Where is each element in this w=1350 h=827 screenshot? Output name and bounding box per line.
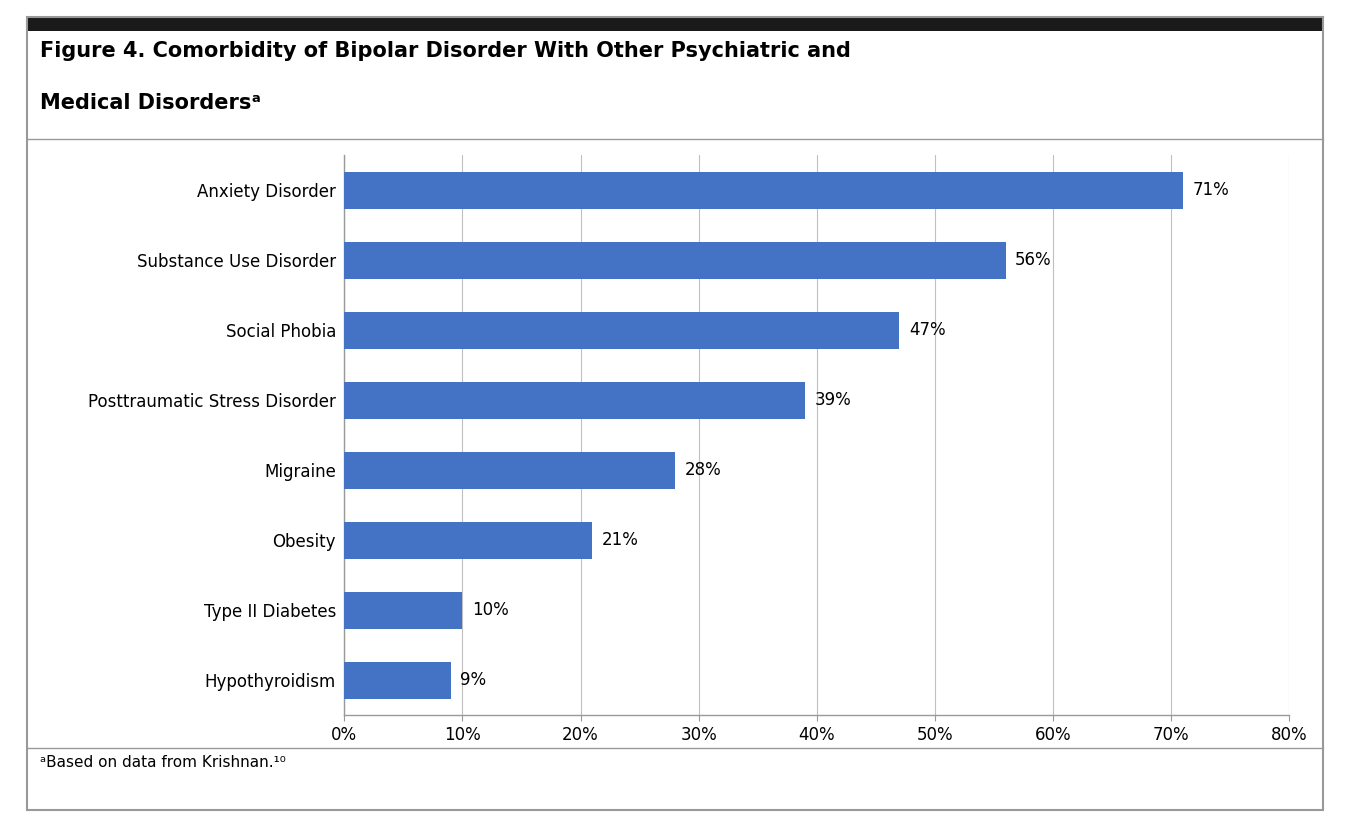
Bar <box>344 172 1183 208</box>
Text: 47%: 47% <box>909 322 945 339</box>
Bar <box>344 242 1006 279</box>
Text: ᵃBased on data from Krishnan.¹⁰: ᵃBased on data from Krishnan.¹⁰ <box>40 755 286 770</box>
Bar <box>344 592 462 629</box>
Bar <box>344 313 899 349</box>
Text: 71%: 71% <box>1192 181 1228 199</box>
Text: 56%: 56% <box>1015 251 1052 270</box>
Text: 28%: 28% <box>684 461 721 480</box>
Text: 39%: 39% <box>814 391 850 409</box>
Text: 21%: 21% <box>602 532 639 549</box>
Bar <box>344 382 805 418</box>
Text: Medical Disordersᵃ: Medical Disordersᵃ <box>40 93 262 112</box>
Bar <box>344 662 451 699</box>
Text: 10%: 10% <box>472 601 509 619</box>
Text: Figure 4. Comorbidity of Bipolar Disorder With Other Psychiatric and: Figure 4. Comorbidity of Bipolar Disorde… <box>40 41 852 61</box>
Bar <box>344 452 675 489</box>
Text: 9%: 9% <box>460 672 486 690</box>
Bar <box>344 522 593 558</box>
